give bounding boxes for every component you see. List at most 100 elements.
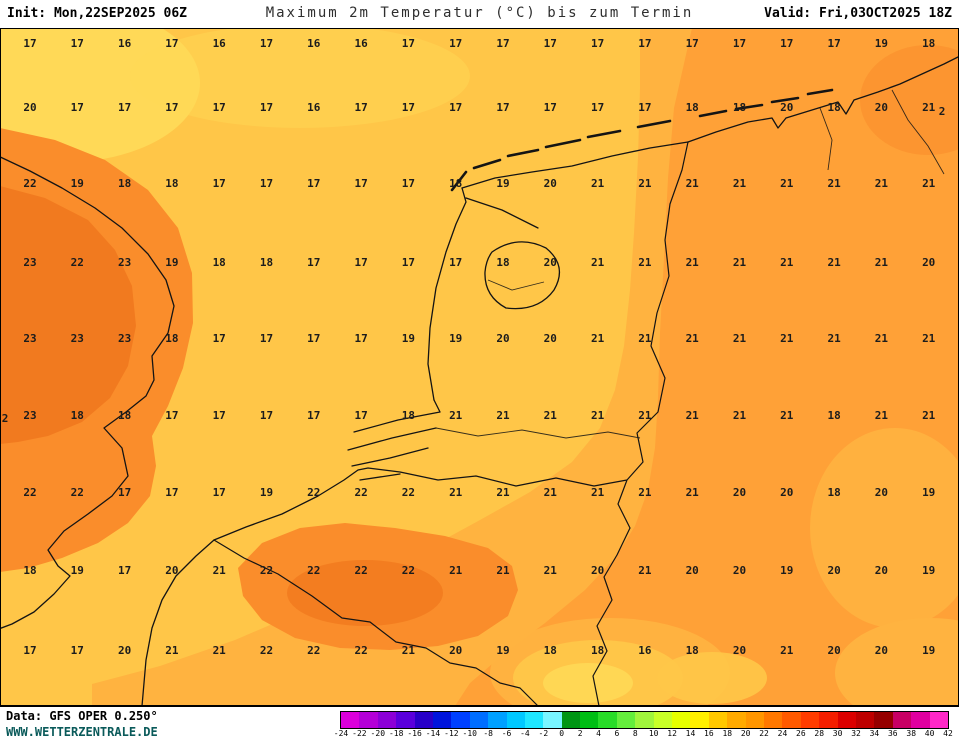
holland-coastline	[427, 187, 467, 401]
belgium-coastline	[213, 469, 359, 541]
temp-value-label: 19	[402, 332, 415, 345]
temp-value-label: 20	[686, 564, 699, 577]
temp-value-label: 17	[213, 332, 226, 345]
temp-value-label: 21	[686, 486, 700, 499]
temp-value-label: 21	[780, 644, 794, 657]
data-source-label: Data: GFS OPER 0.250°	[6, 709, 158, 723]
temp-value-label: 18	[591, 644, 604, 657]
temp-value-label: 21	[780, 256, 794, 269]
temp-value-label: 19	[922, 486, 935, 499]
temp-value-label: 21	[496, 564, 510, 577]
temp-value-label: 17	[260, 332, 273, 345]
scale-color-segment	[745, 712, 764, 728]
temp-value-label: 21	[165, 644, 179, 657]
temp-value-label: 21	[449, 409, 463, 422]
scale-tick-label: -22	[352, 729, 367, 738]
temp-value-label: 21	[591, 409, 605, 422]
temp-value-label: 20	[118, 644, 131, 657]
temp-value-label: 21	[544, 486, 558, 499]
map-area: 17 17 16 17 16 17 16 16 17 17 17 17 17 17 17 17 17 17 19 18…	[0, 28, 959, 706]
temperature-scale-ticks: -24 -22 -20 -18 -16 -14 -12 -10 -8 -6 -4 -2 0 2 4 6 8 10 1…	[334, 729, 953, 741]
temp-value-label: 17	[402, 256, 415, 269]
temp-value-label: 21	[638, 177, 652, 190]
temp-value-label: 22	[354, 644, 367, 657]
elbe-river	[891, 89, 945, 175]
temp-value-label: 20	[875, 564, 888, 577]
temp-value-label: 19	[922, 644, 935, 657]
temp-value-label: 21	[827, 332, 841, 345]
temp-value-label: 21	[402, 644, 416, 657]
scale-tick-label: 8	[632, 729, 638, 738]
scale-tick-label: -18	[388, 729, 404, 738]
scale-color-segment	[543, 712, 562, 728]
temp-value-label: 17	[307, 256, 320, 269]
temp-value-label: 19	[875, 37, 888, 50]
scale-color-segment	[708, 712, 728, 728]
temp-value-label: 17	[71, 101, 84, 114]
temp-value-label: 17	[213, 177, 226, 190]
scale-color-segment	[598, 712, 617, 728]
temp-value-label: 17	[213, 101, 226, 114]
temp-value-label: 21	[638, 256, 652, 269]
temp-value-label: 19	[780, 564, 793, 577]
temp-value-label: 21	[591, 177, 605, 190]
website-label: WWW.WETTERZENTRALE.DE	[6, 725, 158, 739]
scale-color-segment	[763, 712, 783, 728]
scale-color-segment	[800, 712, 820, 728]
temp-value-label: 19	[449, 332, 462, 345]
zeeland-delta-islands	[347, 399, 441, 481]
temp-value-label: 17	[449, 101, 462, 114]
temp-value-label: 17	[354, 409, 367, 422]
temp-value-label: 20	[165, 564, 178, 577]
temp-value-label: 21	[544, 409, 558, 422]
scale-color-segment	[432, 712, 452, 728]
temp-value-label: 21	[733, 409, 747, 422]
temp-value-label: 18	[686, 644, 699, 657]
temp-value-label: 17	[118, 486, 131, 499]
temp-value-label: 21	[496, 409, 510, 422]
scale-color-segment	[672, 712, 691, 728]
temp-value-label: 23	[23, 256, 36, 269]
rhine-river	[435, 427, 641, 439]
temp-value-label: 20	[544, 177, 557, 190]
temp-value-label: 16	[307, 37, 321, 50]
temp-value-label: 23	[118, 332, 131, 345]
scale-color-segment	[616, 712, 636, 728]
temp-value-label: 21	[638, 332, 652, 345]
map-footer: Data: GFS OPER 0.250° WWW.WETTERZENTRALE…	[0, 706, 959, 741]
light-pocket-right	[810, 428, 959, 628]
temp-value-label: 20	[780, 101, 793, 114]
temp-value-label: 22	[260, 564, 273, 577]
scale-color-segment	[396, 712, 415, 728]
temp-value-label: 21	[544, 564, 558, 577]
afsluitdijk-line	[465, 197, 539, 229]
temp-value-label: 22	[307, 486, 320, 499]
temp-value-label: 22	[402, 564, 415, 577]
temp-value-label: 18	[544, 644, 557, 657]
temp-value-label: 17	[354, 101, 367, 114]
scale-color-segment	[341, 712, 360, 728]
light-pocket-bottom	[657, 652, 767, 704]
temp-value-label: 2	[2, 412, 9, 425]
scale-tick-label: 18	[722, 729, 733, 738]
scale-color-segment	[414, 712, 433, 728]
temp-value-label: 17	[496, 101, 509, 114]
scale-color-segment	[451, 712, 470, 728]
temp-value-label: 20	[544, 332, 557, 345]
temp-value-label: 19	[496, 177, 509, 190]
scale-tick-label: -6	[501, 729, 512, 738]
temp-value-label: 16	[638, 644, 652, 657]
temp-value-label: 18	[165, 177, 178, 190]
temp-value-label: 17	[354, 332, 367, 345]
temp-value-label: 18	[827, 409, 840, 422]
temp-value-label: 21	[496, 486, 510, 499]
scale-color-segment	[690, 712, 709, 728]
temp-value-label: 17	[165, 486, 178, 499]
scale-tick-label: 38	[906, 729, 917, 738]
temp-value-label: 20	[875, 486, 888, 499]
temp-value-label: 2	[939, 105, 946, 118]
scale-tick-label: 16	[704, 729, 714, 738]
temp-value-label: 16	[354, 37, 368, 50]
temp-value-label: 16	[213, 37, 227, 50]
